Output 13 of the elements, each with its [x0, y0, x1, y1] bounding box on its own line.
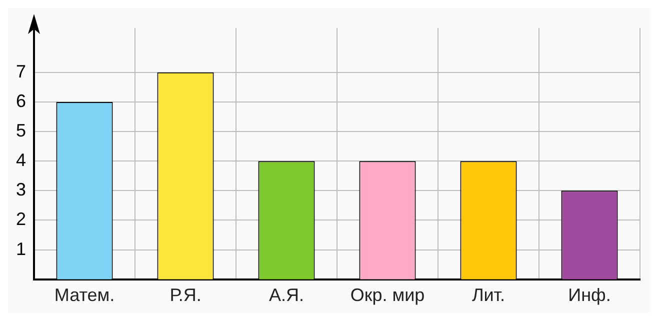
x-tick-label: Матем. [54, 285, 115, 306]
x-tick-label: Р.Я. [170, 285, 202, 306]
y-tick-label: 1 [16, 238, 26, 259]
x-tick-label: Инф. [568, 285, 611, 306]
x-tick-label: А.Я. [269, 285, 304, 306]
y-tick-label: 4 [16, 150, 26, 170]
y-tick-label: 3 [16, 180, 26, 200]
y-tick-label: 2 [16, 209, 26, 230]
y-tick-label: 7 [16, 61, 26, 82]
x-tick-label: Лит. [472, 285, 506, 306]
x-tick-label: Окр. мир [350, 285, 425, 306]
y-tick-label: 6 [16, 90, 26, 111]
y-tick-label: 5 [16, 120, 26, 140]
